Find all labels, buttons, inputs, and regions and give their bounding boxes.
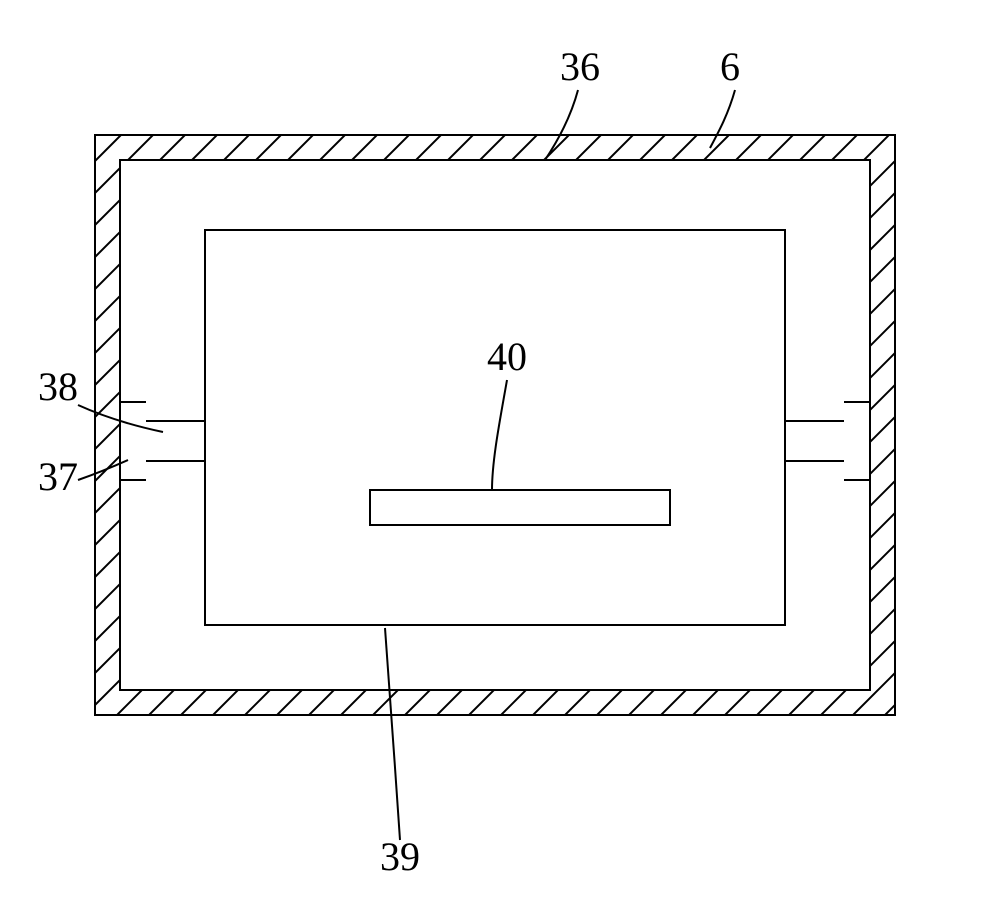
inner-panel-rect xyxy=(205,230,785,625)
diagram-canvas: 36 6 38 37 40 39 xyxy=(0,0,1000,914)
center-bar xyxy=(370,490,670,525)
leader-39 xyxy=(385,628,400,840)
left-bracket xyxy=(120,402,146,480)
right-stub xyxy=(785,421,844,461)
outer-frame-rect xyxy=(95,135,895,715)
label-40: 40 xyxy=(487,334,527,379)
leader-36 xyxy=(545,90,578,160)
left-stub xyxy=(146,421,205,461)
leader-6 xyxy=(710,90,735,148)
label-39: 39 xyxy=(380,834,420,879)
leader-40 xyxy=(492,380,507,490)
label-38: 38 xyxy=(38,364,78,409)
label-6: 6 xyxy=(720,44,740,89)
label-36: 36 xyxy=(560,44,600,89)
right-bracket xyxy=(844,402,870,480)
label-37: 37 xyxy=(38,454,78,499)
inner-frame-rect xyxy=(120,160,870,690)
